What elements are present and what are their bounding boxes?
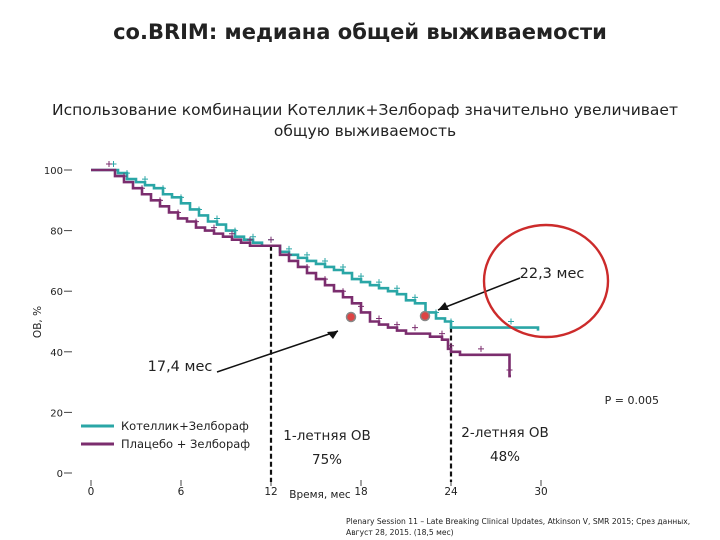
censor-mark — [196, 206, 202, 213]
x-tick-label: 12 — [264, 486, 277, 498]
censor-mark — [142, 176, 148, 183]
censor-mark — [448, 342, 454, 349]
y-axis-label: ОВ, % — [32, 306, 44, 338]
censor-mark — [376, 279, 382, 286]
x-tick-label: 6 — [178, 486, 185, 498]
censor-mark — [214, 215, 220, 222]
censor-mark — [394, 321, 400, 328]
censor-mark — [340, 264, 346, 271]
censor-mark — [286, 245, 292, 252]
x-tick-label: 0 — [88, 486, 95, 498]
y-tick-label: 100 — [44, 166, 63, 177]
subtitle-line-2: общую выживаемость — [273, 122, 457, 140]
x-tick-label: 30 — [534, 486, 547, 498]
censor-mark — [175, 209, 181, 216]
highlight-circle — [482, 223, 610, 339]
landmark-lines — [269, 245, 453, 482]
slide-title: co.BRIM: медиана общей выживаемости — [113, 20, 607, 44]
median-marker — [419, 310, 431, 322]
censor-mark — [139, 185, 145, 192]
slide-subtitle: Использование комбинации Котеллик+Зелбор… — [20, 100, 710, 142]
footnote: Plenary Session 11 – Late Breaking Clini… — [346, 516, 718, 538]
median-arrowhead-combo — [438, 302, 449, 310]
censor-mark — [211, 224, 217, 231]
series-line — [91, 168, 511, 378]
censor-mark — [478, 345, 484, 352]
y-tick-label: 60 — [50, 287, 63, 298]
subtitle-line-1: Использование комбинации Котеллик+Зелбор… — [52, 101, 678, 119]
censor-mark — [178, 194, 184, 201]
x-tick-label: 18 — [354, 486, 367, 498]
median-arrow-combo — [437, 277, 521, 311]
censor-mark — [304, 251, 310, 258]
censor-mark — [358, 273, 364, 280]
y-tick-label: 40 — [50, 348, 63, 359]
y-tick-label: 20 — [50, 408, 63, 419]
footnote-line-2: Август 28, 2015. (18,5 мес) — [346, 528, 454, 537]
landmark-label-title: 1-летняя ОВ — [283, 428, 371, 444]
median-label-placebo: 17,4 мес — [148, 359, 213, 375]
censor-mark — [439, 330, 445, 337]
axes: 0 20 40 60 80 100 0 6 12 18 24 30 Время, мес ОВ, % — [32, 166, 548, 501]
series-layer — [91, 161, 540, 378]
y-tick-label: 0 — [57, 469, 63, 480]
median-arrowhead-placebo — [327, 331, 338, 339]
censor-mark — [121, 173, 127, 180]
censor-mark — [508, 318, 514, 325]
censor-mark — [232, 227, 238, 234]
censor-mark — [376, 315, 382, 322]
legend-label: Плацебо + Зелбораф — [121, 437, 250, 451]
censor-mark — [448, 318, 454, 325]
legend-label: Котеллик+Зелбораф — [121, 419, 249, 433]
annotations: 1-летняя ОВ 75% 2-летняя ОВ 48% 17,4 мес 22,3… — [148, 223, 659, 468]
landmark-label-title: 2-летняя ОВ — [461, 425, 549, 441]
censor-mark — [412, 294, 418, 301]
median-label-combo: 22,3 мес — [520, 266, 585, 282]
landmark-label-value: 75% — [312, 452, 342, 468]
censor-mark — [160, 185, 166, 192]
censor-mark — [250, 233, 256, 240]
censor-mark — [157, 197, 163, 204]
x-axis-label: Время, мес — [289, 489, 351, 501]
censor-mark — [322, 257, 328, 264]
censor-mark — [247, 236, 253, 243]
censor-mark — [193, 218, 199, 225]
y-tick-label: 80 — [50, 227, 63, 238]
landmark-label-value: 48% — [490, 449, 520, 465]
median-arrow-placebo — [216, 330, 339, 373]
series-line — [91, 168, 540, 331]
censor-mark — [506, 367, 513, 374]
censor-mark — [358, 303, 364, 310]
censor-mark — [412, 324, 418, 331]
censor-mark — [433, 309, 439, 316]
censor-mark — [340, 288, 346, 295]
censor-mark — [394, 285, 400, 292]
censor-mark — [286, 251, 292, 258]
median-marker — [345, 311, 357, 323]
censor-mark — [268, 236, 274, 243]
p-value: P = 0.005 — [605, 394, 659, 407]
censor-mark — [229, 230, 235, 237]
censor-mark — [304, 264, 310, 271]
censor-mark — [322, 276, 328, 283]
censor-mark — [106, 161, 112, 167]
legend: Котеллик+Зелбораф Плацебо + Зелбораф — [81, 419, 250, 451]
censor-mark — [124, 170, 130, 177]
footnote-line-1: Plenary Session 11 – Late Breaking Clini… — [346, 517, 691, 526]
x-tick-label: 24 — [444, 486, 458, 498]
